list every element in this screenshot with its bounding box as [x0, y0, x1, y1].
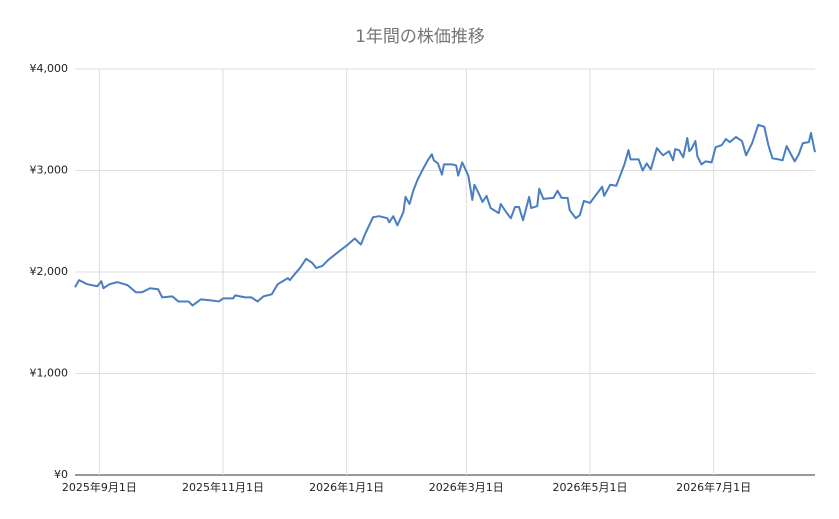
y-tick-label: ¥4,000 — [30, 62, 69, 75]
x-tick-label: 2026年7月1日 — [676, 480, 751, 494]
x-tick-label: 2026年3月1日 — [429, 480, 504, 494]
y-tick-label: ¥1,000 — [30, 367, 69, 380]
x-tick-label: 2026年1月1日 — [309, 480, 384, 494]
y-tick-label: ¥3,000 — [30, 164, 69, 177]
price-line — [74, 123, 816, 307]
x-tick-label: 2025年11月1日 — [182, 480, 264, 494]
x-tick-label: 2025年9月1日 — [62, 480, 137, 494]
y-tick-label: ¥0 — [54, 468, 68, 481]
y-tick-label: ¥2,000 — [30, 265, 69, 278]
chart-title: 1年間の株価推移 — [355, 27, 485, 47]
x-tick-label: 2026年5月1日 — [552, 480, 627, 494]
